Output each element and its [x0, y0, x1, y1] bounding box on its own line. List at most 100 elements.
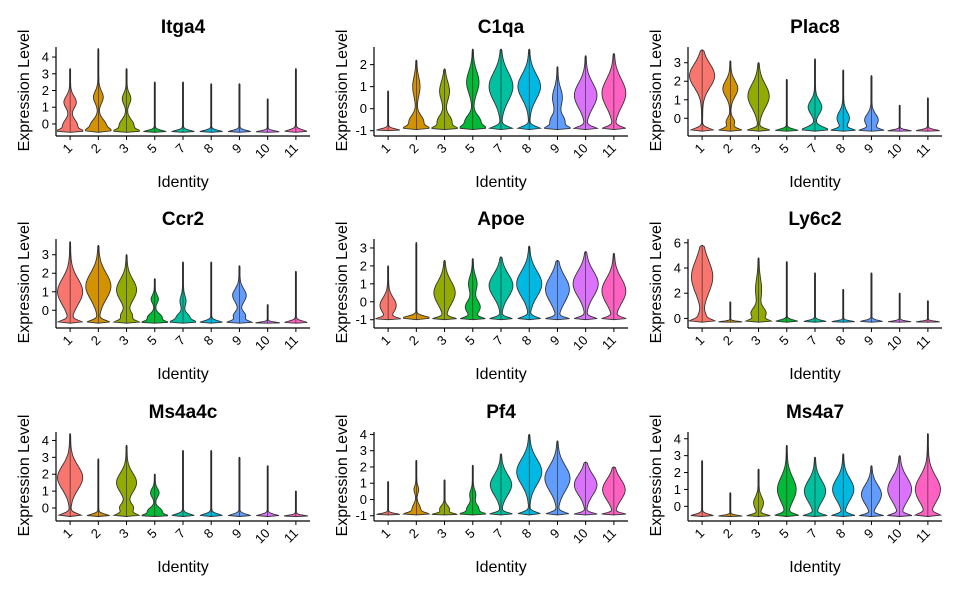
x-tick-label: 3: [748, 333, 764, 349]
x-tick-label: 2: [88, 333, 104, 349]
x-tick-label: 8: [519, 333, 535, 349]
x-axis-label: Identity: [475, 366, 527, 383]
y-tick-label: 2: [42, 266, 49, 281]
y-tick-label: 3: [42, 66, 49, 81]
x-tick-label: 3: [116, 526, 132, 542]
x-tick-label: 7: [490, 141, 506, 157]
y-tick-label: 2: [42, 83, 49, 98]
y-tick-label: 0: [360, 492, 367, 507]
y-tick-label: 2: [674, 74, 681, 89]
x-tick-label: 10: [570, 141, 591, 162]
y-tick-label: 2: [674, 465, 681, 480]
x-tick-label: 5: [462, 141, 478, 157]
x-tick-label: 5: [776, 141, 792, 157]
x-tick-label: 5: [144, 141, 160, 157]
x-tick-label: 1: [692, 141, 708, 157]
x-tick-label: 3: [434, 141, 450, 157]
y-tick-label: 2: [42, 467, 49, 482]
x-tick-label: 1: [378, 526, 394, 542]
x-tick-label: 10: [252, 526, 273, 547]
x-tick-label: 8: [833, 333, 849, 349]
panel-title: Ms4a7: [786, 402, 844, 423]
x-tick-label: 11: [281, 333, 301, 353]
y-tick-label: 1: [360, 276, 367, 291]
x-tick-label: 9: [229, 141, 245, 157]
panel-title: C1qa: [478, 17, 525, 38]
x-tick-label: 5: [462, 526, 478, 542]
x-tick-label: 11: [913, 526, 933, 546]
y-tick-label: 4: [674, 431, 681, 446]
x-tick-label: 3: [434, 526, 450, 542]
x-axis-label: Identity: [789, 174, 841, 191]
x-tick-label: 7: [172, 141, 188, 157]
x-tick-label: 11: [281, 141, 301, 161]
x-tick-label: 10: [884, 526, 905, 547]
y-tick-label: 0: [674, 499, 681, 514]
x-tick-label: 2: [720, 141, 736, 157]
x-tick-label: 11: [281, 526, 301, 546]
x-tick-label: 7: [804, 526, 820, 542]
y-tick-label: 0: [674, 111, 681, 126]
x-tick-label: 9: [861, 526, 877, 542]
y-axis-label: Expression Level: [334, 222, 351, 344]
x-tick-label: 10: [570, 333, 591, 354]
x-axis-label: Identity: [157, 559, 209, 576]
y-tick-label: 4: [42, 433, 49, 448]
x-tick-label: 10: [252, 333, 273, 354]
y-tick-label: 1: [674, 92, 681, 107]
x-tick-label: 8: [201, 333, 217, 349]
y-tick-label: 4: [42, 50, 49, 65]
x-axis-label: Identity: [475, 174, 527, 191]
y-tick-label: -1: [355, 123, 367, 138]
y-tick-label: 3: [360, 443, 367, 458]
y-axis-label: Expression Level: [648, 222, 665, 344]
x-tick-label: 9: [861, 141, 877, 157]
y-tick-label: 0: [360, 101, 367, 116]
x-tick-label: 11: [913, 333, 933, 353]
x-tick-label: 8: [519, 526, 535, 542]
x-axis-label: Identity: [789, 559, 841, 576]
x-tick-label: 1: [60, 526, 76, 542]
y-tick-label: 2: [674, 286, 681, 301]
x-tick-label: 10: [570, 526, 591, 547]
x-tick-label: 11: [599, 141, 619, 161]
x-tick-label: 7: [172, 526, 188, 542]
x-tick-label: 8: [833, 526, 849, 542]
x-tick-label: 5: [462, 333, 478, 349]
x-tick-label: 9: [547, 333, 563, 349]
x-axis-label: Identity: [157, 366, 209, 383]
x-tick-label: 5: [776, 333, 792, 349]
x-tick-label: 1: [378, 141, 394, 157]
panel-title: Ms4a4c: [149, 402, 218, 423]
x-axis-label: Identity: [475, 559, 527, 576]
x-tick-label: 11: [599, 526, 619, 546]
x-tick-label: 3: [434, 333, 450, 349]
x-tick-label: 10: [884, 141, 905, 162]
y-axis-label: Expression Level: [16, 30, 33, 152]
y-axis-label: Expression Level: [334, 30, 351, 152]
y-tick-label: 3: [42, 450, 49, 465]
y-tick-label: 0: [360, 294, 367, 309]
x-tick-label: 3: [748, 526, 764, 542]
y-tick-label: 0: [42, 116, 49, 131]
y-tick-label: 2: [360, 258, 367, 273]
x-tick-label: 7: [804, 333, 820, 349]
x-tick-label: 1: [60, 333, 76, 349]
x-tick-label: 2: [88, 141, 104, 157]
x-tick-label: 3: [116, 141, 132, 157]
y-tick-label: 1: [360, 79, 367, 94]
x-tick-label: 11: [913, 141, 933, 161]
x-tick-label: 2: [88, 526, 104, 542]
x-tick-label: 8: [833, 141, 849, 157]
x-tick-label: 5: [144, 526, 160, 542]
y-tick-label: 3: [674, 55, 681, 70]
panel-title: Apoe: [477, 209, 525, 230]
y-axis-label: Expression Level: [16, 415, 33, 537]
